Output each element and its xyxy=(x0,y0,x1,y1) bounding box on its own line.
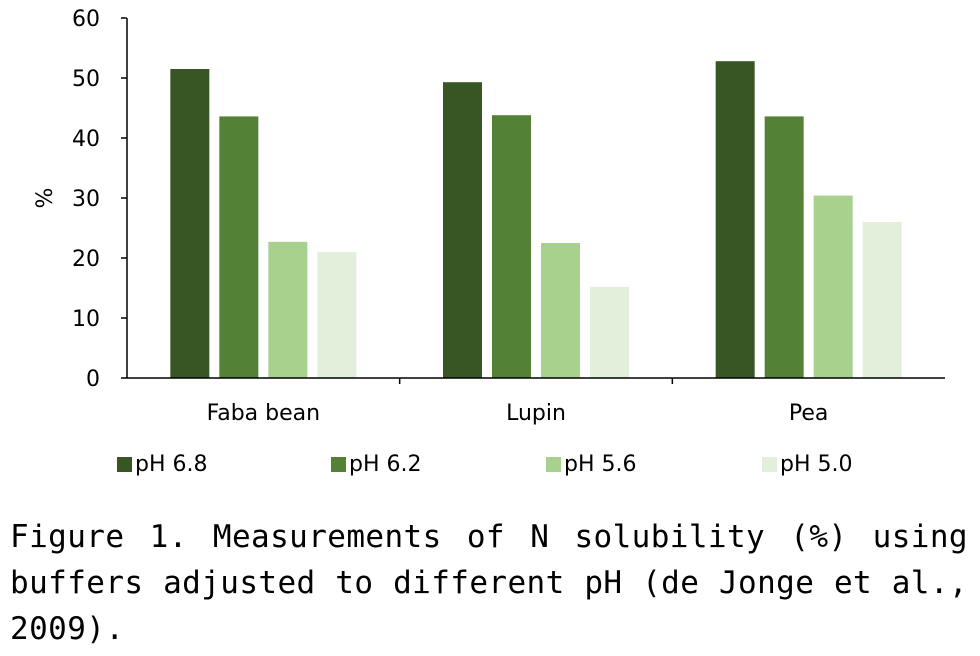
x-tick-label: Pea xyxy=(789,401,829,426)
legend-item: pH 5.6 xyxy=(546,451,637,477)
bar-ph-6-2-pea xyxy=(764,116,804,379)
y-tick-label: 10 xyxy=(72,307,100,332)
bar-ph-6-2-lupin xyxy=(492,115,531,378)
bars xyxy=(170,61,902,379)
legend-swatch xyxy=(331,456,346,472)
legend-item: pH 6.8 xyxy=(117,451,208,477)
y-tick-label: 50 xyxy=(72,67,100,92)
figure-caption: Figure 1. Measurements of N solubility (… xyxy=(10,519,968,647)
legend-item: pH 5.0 xyxy=(762,451,853,477)
bar-ph-6-2-faba-bean xyxy=(219,116,259,379)
bar-ph-6-8-pea xyxy=(715,61,755,378)
y-axis-title: % xyxy=(33,188,58,209)
bar-ph-5-0-lupin xyxy=(590,286,629,378)
bar-ph-5-6-pea xyxy=(813,195,853,378)
legend-swatch xyxy=(762,456,777,472)
bar-chart: 0 10 20 30 40 50 60 Faba bean Lupin Pea % xyxy=(33,7,945,426)
legend-swatch xyxy=(546,456,561,472)
legend-swatch xyxy=(117,456,132,472)
y-tick-label: 20 xyxy=(72,247,100,272)
y-tick-label: 30 xyxy=(72,187,100,212)
x-tick-label: Lupin xyxy=(506,401,566,426)
bar-ph-5-6-lupin xyxy=(541,243,580,378)
bar-ph-5-0-pea xyxy=(862,222,902,378)
legend-label: pH 5.6 xyxy=(564,451,637,477)
y-tick-label: 0 xyxy=(86,367,100,392)
y-tick-label: 60 xyxy=(72,7,100,32)
bar-ph-5-0-faba-bean xyxy=(317,252,357,378)
y-axis-ticks: 0 10 20 30 40 50 60 xyxy=(72,7,127,392)
chart-legend: pH 6.8 pH 6.2 pH 5.6 pH 5.0 xyxy=(0,440,980,484)
bar-ph-5-6-faba-bean xyxy=(268,241,308,378)
bar-ph-6-8-lupin xyxy=(443,82,482,378)
legend-label: pH 6.8 xyxy=(135,451,208,477)
x-tick-label: Faba bean xyxy=(207,401,320,426)
legend-label: pH 5.0 xyxy=(780,451,853,477)
legend-item: pH 6.2 xyxy=(331,451,422,477)
x-axis-ticks: Faba bean Lupin Pea xyxy=(207,378,829,426)
y-tick-label: 40 xyxy=(72,127,100,152)
bar-ph-6-8-faba-bean xyxy=(170,69,210,378)
legend-label: pH 6.2 xyxy=(349,451,422,477)
